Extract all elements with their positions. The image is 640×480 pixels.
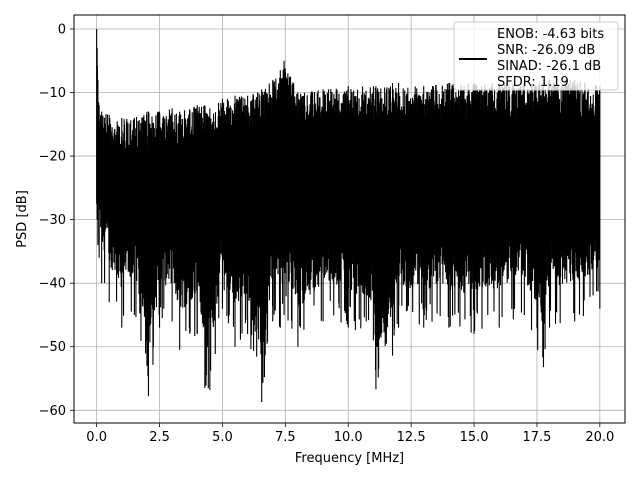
x-tick-label: 15.0 (460, 430, 489, 445)
y-tick-label: −30 (39, 213, 66, 228)
psd-series (96, 28, 601, 403)
y-tick-label: −10 (39, 86, 66, 101)
x-tick-label: 10.0 (334, 430, 363, 445)
y-tick-label: −60 (39, 404, 66, 419)
legend-entry-snr: SNR: -26.09 dB (497, 43, 595, 58)
legend-entry-sfdr: SFDR: 1.19 (497, 75, 569, 90)
x-tick-label: 0.0 (86, 430, 107, 445)
legend-entry-sinad: SINAD: -26.1 dB (497, 59, 601, 74)
x-tick-label: 7.5 (275, 430, 296, 445)
y-tick-label: 0 (58, 22, 66, 37)
y-axis-label: PSD [dB] (15, 190, 30, 248)
y-tick-label: −20 (39, 150, 66, 165)
plot-frame (73, 14, 626, 424)
x-tick-label: 12.5 (397, 430, 426, 445)
psd-line (96, 28, 601, 403)
y-tick-label: −50 (39, 340, 66, 355)
legend: ENOB: -4.63 bits SNR: -26.09 dB SINAD: -… (453, 21, 619, 91)
x-axis-label: Frequency [MHz] (295, 451, 404, 466)
x-axis: 0.0 2.5 5.0 7.5 10.0 12.5 15.0 17.5 20.0 (86, 423, 614, 445)
x-tick-label: 17.5 (522, 430, 551, 445)
x-tick-label: 5.0 (212, 430, 233, 445)
x-tick-label: 2.5 (149, 430, 170, 445)
legend-box (453, 21, 619, 91)
legend-entry-enob: ENOB: -4.63 bits (497, 27, 604, 42)
y-axis: 0 −10 −20 −30 −40 −50 −60 (39, 22, 74, 419)
x-tick-label: 20.0 (585, 430, 614, 445)
y-tick-label: −40 (39, 277, 66, 292)
